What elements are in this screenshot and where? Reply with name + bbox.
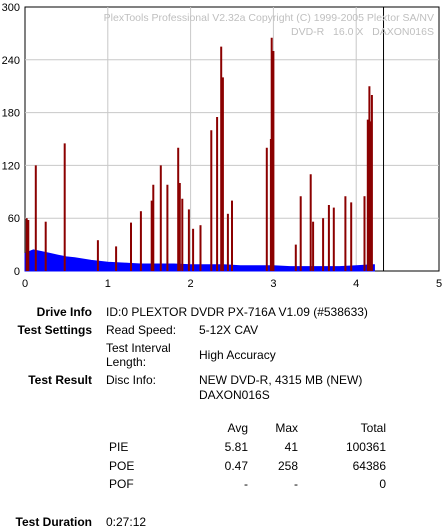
test-settings-label: Test Settings	[17, 323, 92, 337]
x-tick-label: 0	[22, 278, 28, 290]
row-pof-max: -	[294, 477, 298, 491]
y-tick-label: 60	[8, 213, 20, 225]
row-poe-avg: 0.47	[224, 459, 248, 473]
row-pie-max: 41	[284, 440, 298, 454]
test-duration-value: 0:27:12	[106, 515, 147, 529]
col-header-total: Total	[360, 421, 386, 435]
drive-info-label: Drive Info	[36, 305, 92, 319]
header-copyright: PlexTools Professional V2.32a Copyright …	[104, 12, 434, 24]
test-interval-label-line2: Length:	[106, 355, 147, 369]
x-tick-label: 1	[105, 278, 111, 290]
y-tick-label: 180	[2, 108, 20, 120]
poe-spike-series	[25, 7, 385, 271]
y-axis-tick-labels: 0 60 120 180 240 300	[2, 2, 20, 278]
test-interval-value: High Accuracy	[199, 348, 276, 362]
row-pie-total: 100361	[345, 440, 386, 454]
disc-info-label: Disc Info:	[106, 373, 157, 387]
read-speed-label: Read Speed:	[106, 323, 177, 337]
x-tick-label: 4	[353, 278, 359, 290]
x-tick-label: 3	[270, 278, 276, 290]
row-label-pof: POF	[109, 477, 134, 491]
read-speed-value: 5-12X CAV	[199, 323, 259, 337]
test-result-label: Test Result	[28, 373, 92, 387]
row-pie-avg: 5.81	[224, 440, 248, 454]
disc-info-value-line2: DAXON016S	[199, 388, 270, 402]
x-tick-label: 5	[436, 278, 442, 290]
pie-poe-chart: 0 60 120 180 240 300 0 1 2 3 4 5 PlexTools Profess…	[2, 2, 442, 290]
col-header-avg: Avg	[227, 421, 248, 435]
y-tick-label: 300	[2, 2, 20, 14]
x-axis-tick-labels: 0 1 2 3 4 5	[22, 278, 442, 290]
y-tick-label: 0	[14, 266, 20, 278]
test-duration-label: Test Duration	[15, 515, 92, 529]
y-tick-label: 120	[2, 160, 20, 172]
drive-info-value: ID:0 PLEXTOR DVDR PX-716A V1.09 (#538633…	[106, 305, 368, 319]
row-label-poe: POE	[109, 459, 135, 473]
y-tick-label: 240	[2, 55, 20, 67]
header-disc: DVD-R 16.0 X DAXON016S	[291, 26, 434, 38]
disc-info-value-line1: NEW DVD-R, 4315 MB (NEW)	[199, 373, 363, 387]
row-pof-total: 0	[379, 477, 386, 491]
row-poe-total: 64386	[352, 459, 386, 473]
row-pof-avg: -	[244, 477, 248, 491]
test-interval-label-line1: Test Interval	[106, 341, 171, 355]
row-label-pie: PIE	[109, 440, 129, 454]
x-tick-label: 2	[188, 278, 194, 290]
row-poe-max: 258	[277, 459, 298, 473]
col-header-max: Max	[275, 421, 298, 435]
